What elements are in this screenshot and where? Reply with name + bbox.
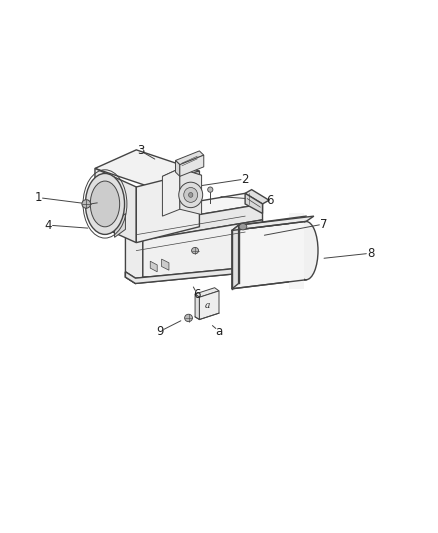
Polygon shape — [150, 261, 157, 272]
Polygon shape — [245, 190, 269, 204]
Polygon shape — [125, 214, 143, 240]
Polygon shape — [180, 168, 201, 215]
Ellipse shape — [294, 221, 318, 280]
Text: 1: 1 — [35, 191, 42, 204]
Polygon shape — [125, 268, 245, 284]
Text: 6: 6 — [267, 193, 274, 207]
Polygon shape — [95, 168, 136, 243]
Polygon shape — [176, 160, 180, 176]
Ellipse shape — [82, 200, 91, 208]
Polygon shape — [232, 221, 306, 289]
Text: 8: 8 — [367, 247, 374, 260]
Polygon shape — [115, 214, 125, 237]
Ellipse shape — [185, 314, 192, 321]
Ellipse shape — [90, 181, 120, 227]
Polygon shape — [143, 220, 262, 277]
Polygon shape — [125, 261, 262, 284]
Text: a: a — [215, 325, 223, 338]
Polygon shape — [162, 259, 169, 270]
Polygon shape — [143, 204, 262, 240]
Polygon shape — [199, 291, 219, 319]
Polygon shape — [195, 294, 199, 319]
Text: 7: 7 — [320, 217, 327, 231]
Polygon shape — [289, 214, 304, 289]
Polygon shape — [162, 168, 180, 216]
Text: 9: 9 — [156, 325, 164, 338]
Polygon shape — [232, 225, 239, 289]
Polygon shape — [95, 150, 199, 190]
Ellipse shape — [191, 247, 198, 254]
Polygon shape — [125, 193, 262, 224]
Polygon shape — [125, 229, 143, 284]
Ellipse shape — [188, 192, 193, 197]
Ellipse shape — [179, 182, 203, 208]
Polygon shape — [232, 216, 314, 230]
Text: a: a — [205, 301, 210, 310]
Text: 4: 4 — [45, 219, 52, 232]
Text: 6: 6 — [194, 288, 201, 301]
Ellipse shape — [184, 188, 198, 203]
Polygon shape — [245, 193, 262, 214]
Polygon shape — [176, 151, 204, 165]
Text: 3: 3 — [137, 144, 145, 157]
Ellipse shape — [208, 187, 213, 192]
Polygon shape — [136, 171, 199, 243]
Polygon shape — [162, 168, 201, 183]
Text: 2: 2 — [241, 173, 249, 185]
Ellipse shape — [85, 173, 124, 235]
Polygon shape — [195, 288, 219, 297]
Polygon shape — [180, 155, 204, 176]
Ellipse shape — [239, 223, 247, 230]
